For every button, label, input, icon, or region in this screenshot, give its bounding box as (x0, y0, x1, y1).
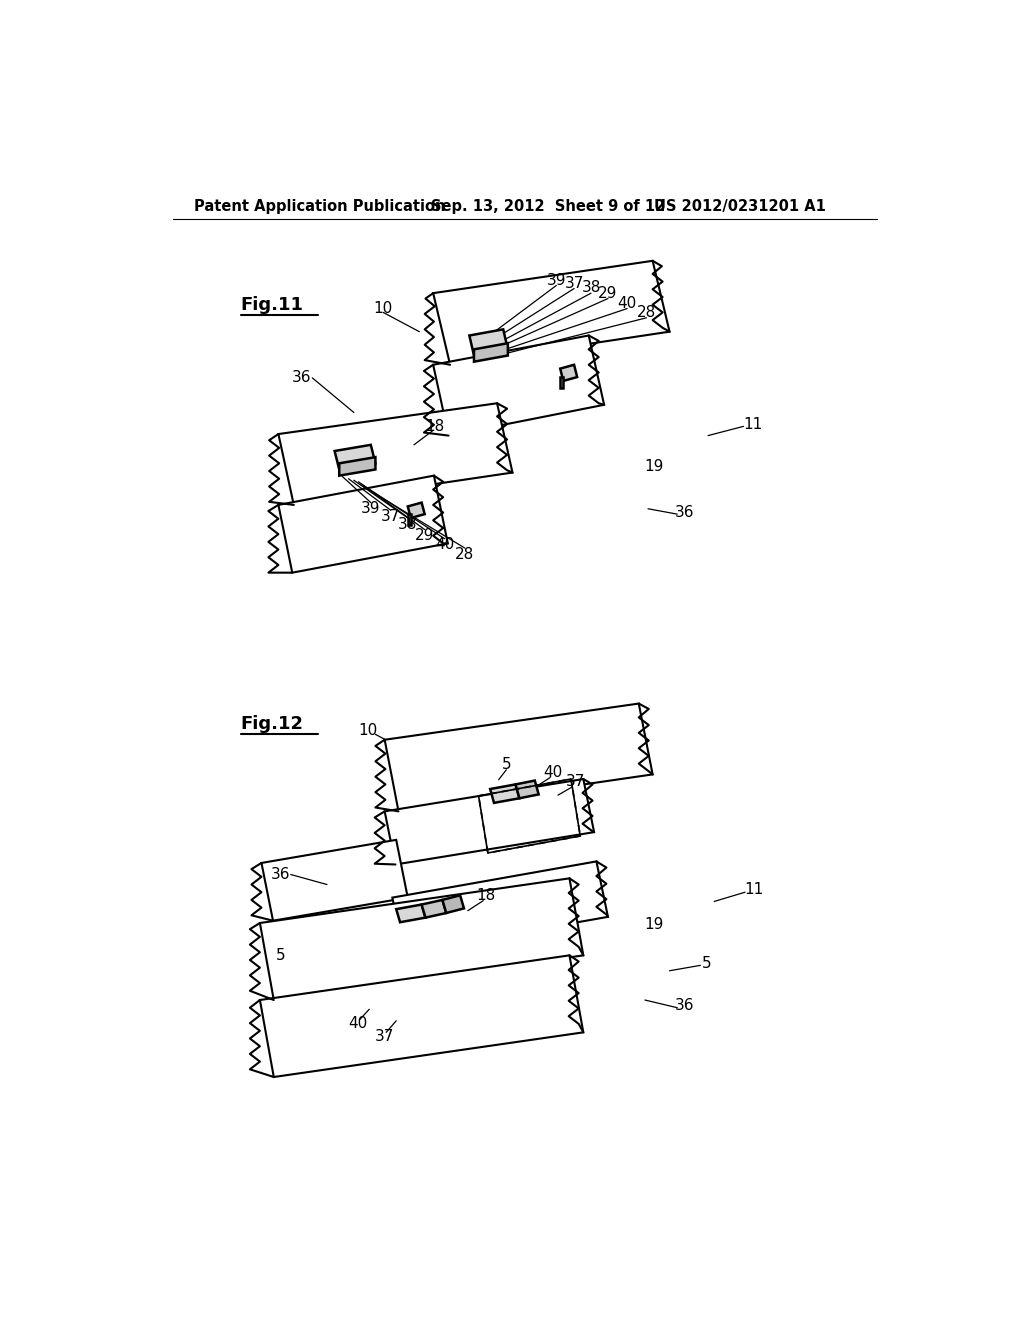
Polygon shape (396, 904, 425, 923)
Polygon shape (433, 261, 670, 364)
Text: 39: 39 (547, 272, 566, 288)
Polygon shape (260, 956, 584, 1077)
Text: 5: 5 (502, 756, 511, 772)
Text: 37: 37 (375, 1030, 394, 1044)
Text: 38: 38 (582, 280, 601, 296)
Polygon shape (442, 895, 464, 913)
Polygon shape (385, 779, 594, 865)
Polygon shape (469, 330, 508, 355)
Text: 39: 39 (361, 502, 381, 516)
Polygon shape (560, 364, 578, 381)
Polygon shape (422, 900, 446, 917)
Polygon shape (515, 780, 539, 799)
Text: 28: 28 (637, 305, 656, 319)
Text: Fig.11: Fig.11 (241, 296, 304, 314)
Text: Sep. 13, 2012  Sheet 9 of 12: Sep. 13, 2012 Sheet 9 of 12 (431, 199, 666, 214)
Text: 5: 5 (275, 948, 286, 962)
Text: 40: 40 (543, 764, 562, 780)
Polygon shape (392, 862, 608, 953)
Text: 11: 11 (744, 882, 764, 898)
Text: 38: 38 (398, 516, 418, 532)
Text: 37: 37 (381, 510, 400, 524)
Text: 19: 19 (644, 917, 664, 932)
Polygon shape (408, 515, 411, 525)
Polygon shape (339, 457, 376, 475)
Text: 36: 36 (292, 371, 311, 385)
Polygon shape (261, 840, 408, 921)
Polygon shape (279, 404, 512, 506)
Polygon shape (490, 784, 519, 803)
Text: 29: 29 (598, 285, 617, 301)
Text: 5: 5 (701, 956, 712, 970)
Text: 36: 36 (271, 867, 291, 882)
Polygon shape (279, 475, 447, 573)
Polygon shape (260, 878, 584, 1001)
Text: Fig.12: Fig.12 (241, 715, 304, 734)
Text: 40: 40 (617, 296, 637, 310)
Text: 40: 40 (348, 1015, 368, 1031)
Text: 19: 19 (644, 459, 664, 474)
Text: 36: 36 (675, 506, 694, 520)
Text: 18: 18 (477, 888, 496, 903)
Text: 36: 36 (675, 998, 694, 1012)
Polygon shape (560, 378, 563, 388)
Polygon shape (474, 343, 508, 362)
Text: 37: 37 (564, 276, 584, 290)
Text: 37: 37 (566, 774, 586, 789)
Text: 11: 11 (743, 417, 762, 432)
Text: Patent Application Publication: Patent Application Publication (194, 199, 445, 214)
Polygon shape (433, 335, 604, 436)
Polygon shape (335, 445, 376, 470)
Polygon shape (408, 503, 425, 517)
Text: 10: 10 (374, 301, 393, 315)
Text: 10: 10 (358, 723, 378, 738)
Text: 18: 18 (425, 418, 444, 434)
Polygon shape (385, 704, 652, 812)
Text: US 2012/0231201 A1: US 2012/0231201 A1 (654, 199, 826, 214)
Text: 28: 28 (455, 546, 474, 562)
Text: 40: 40 (435, 537, 455, 553)
Text: 29: 29 (415, 528, 434, 544)
